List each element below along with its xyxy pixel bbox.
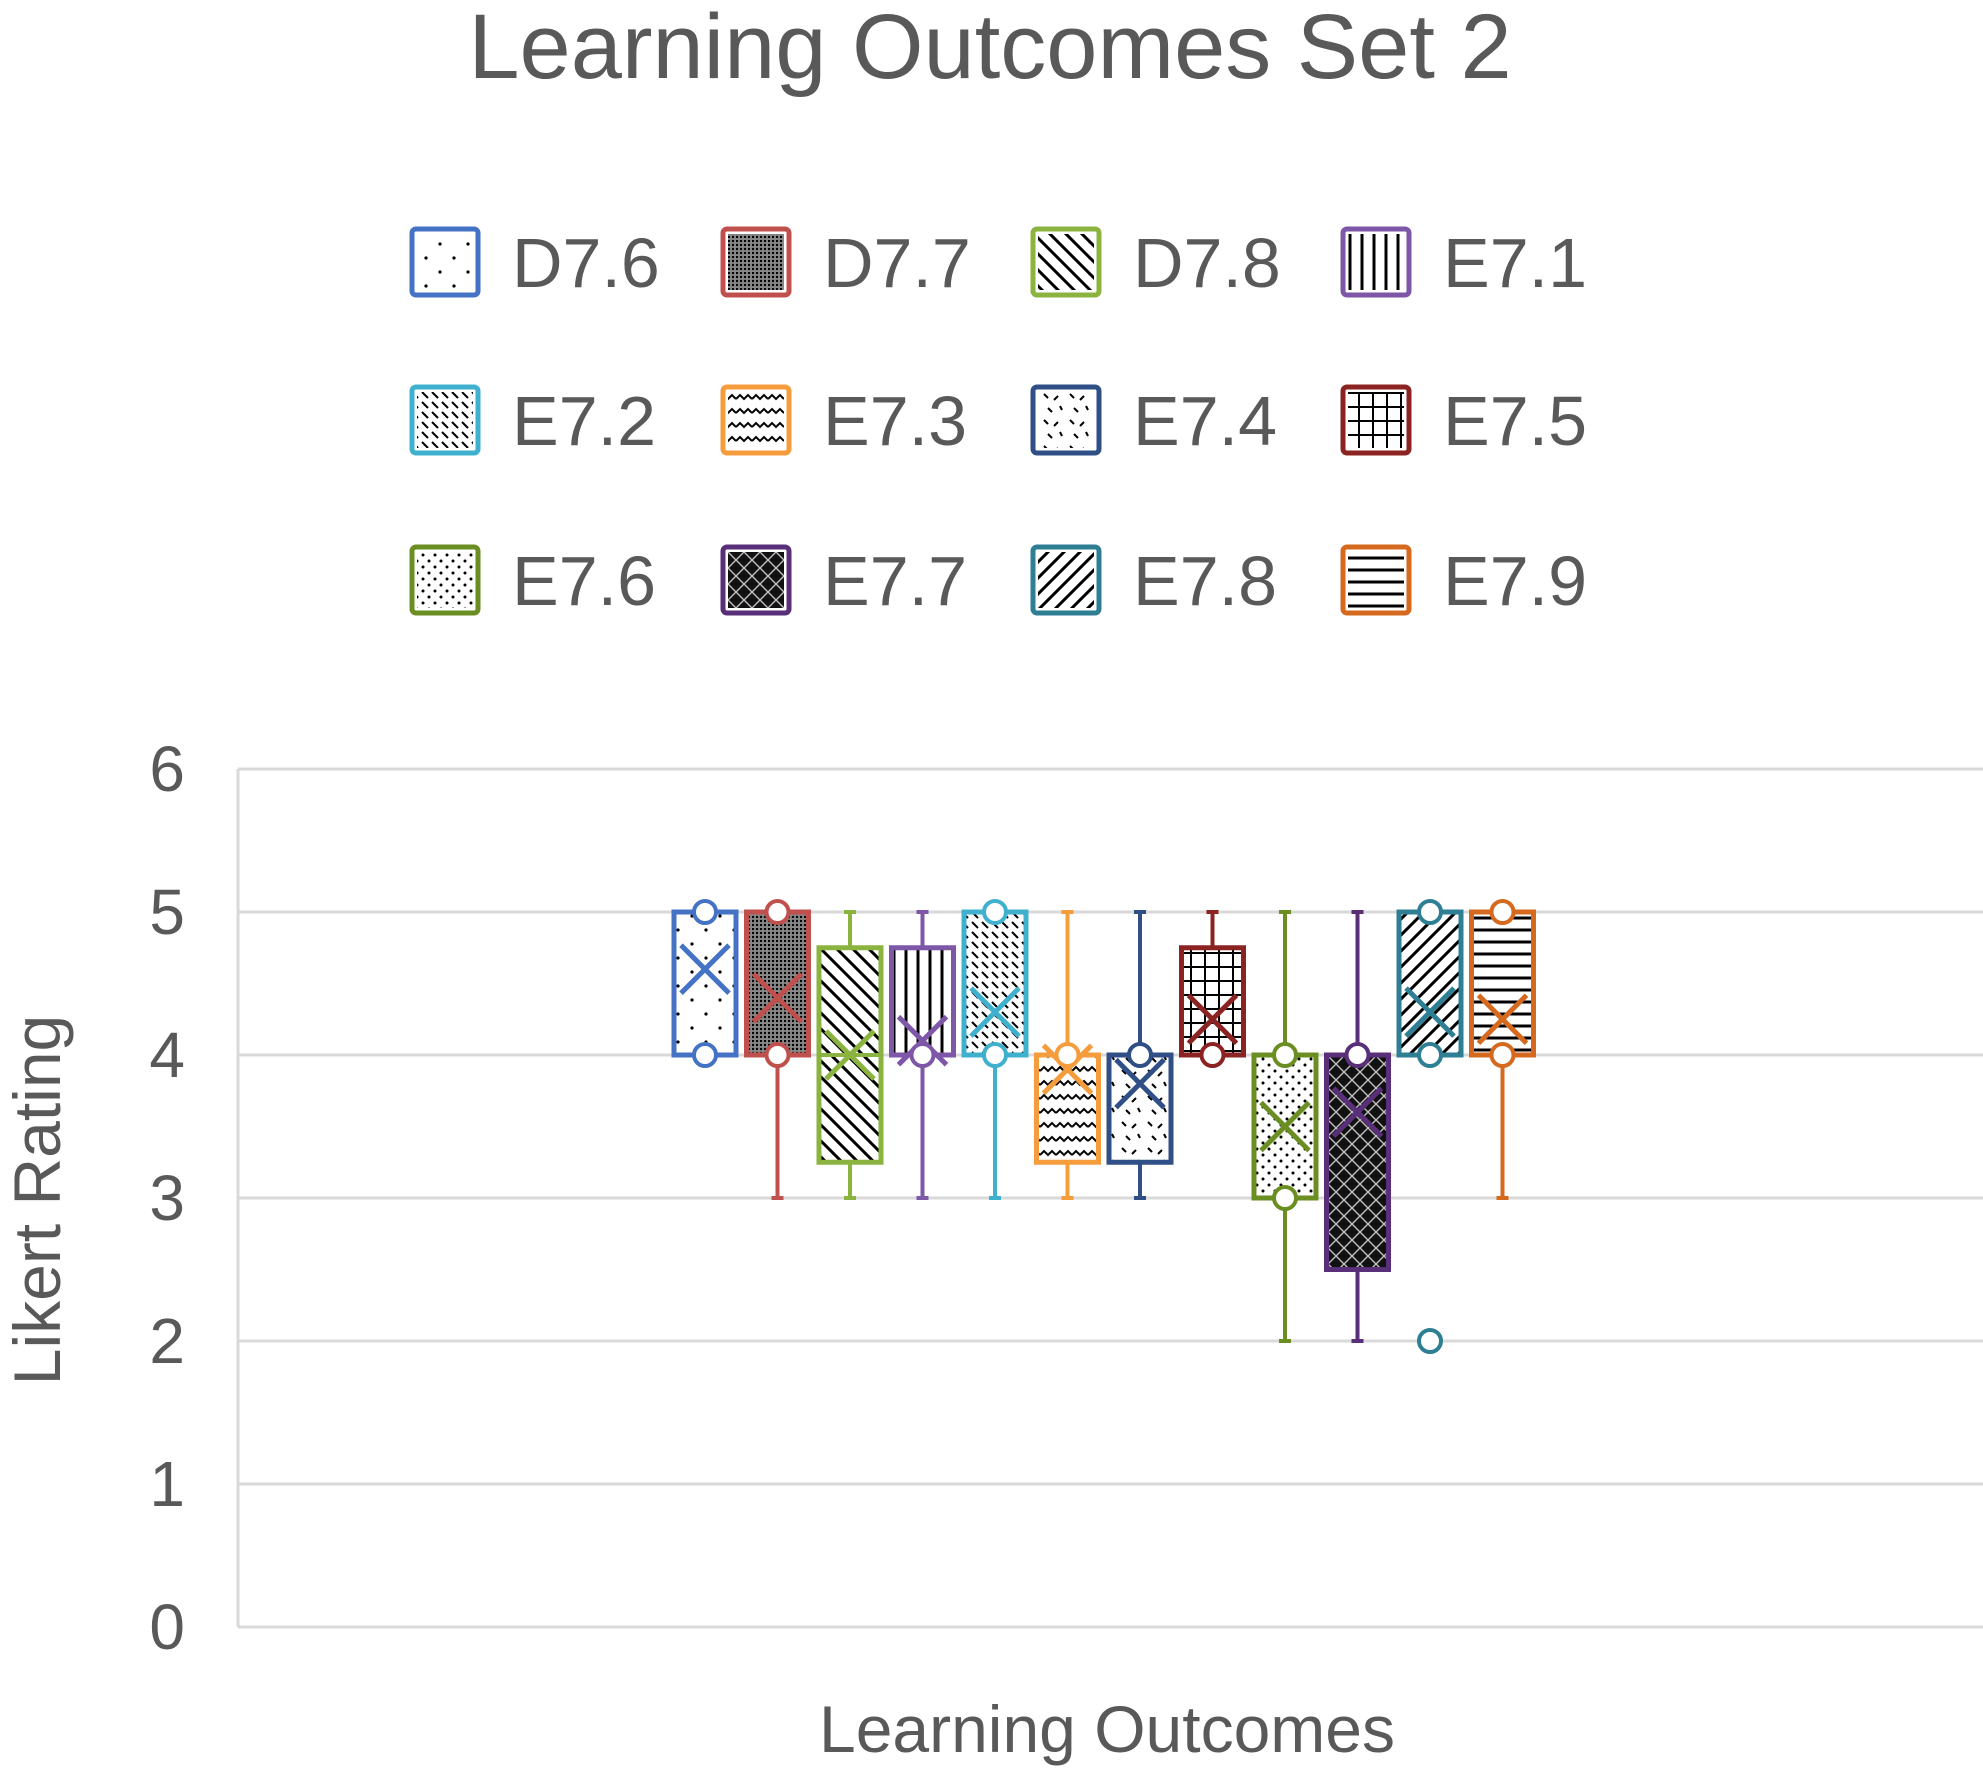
box-body	[1034, 1052, 1101, 1165]
y-tick-label: 4	[149, 1019, 185, 1091]
chart-title: Learning Outcomes Set 2	[468, 0, 1511, 98]
legend-swatch-pattern	[417, 392, 473, 448]
mean-marker	[896, 1014, 949, 1067]
legend-swatch-pattern	[417, 234, 473, 290]
legend: D7.6 D7.7 D7.8 E7.1 E7.2 E7.3 E7.4 E7.5 E7.6 E7.7…	[409, 224, 1587, 620]
data-point	[1199, 1042, 1226, 1068]
data-point	[1489, 1042, 1516, 1068]
data-point	[764, 899, 791, 925]
mean-marker	[679, 943, 731, 995]
data-point	[692, 899, 718, 925]
data-point	[1417, 899, 1443, 925]
legend-item: E7.3	[720, 382, 967, 460]
data-point	[1489, 899, 1516, 925]
box-body	[1469, 909, 1536, 1058]
box-E7.6	[1251, 910, 1319, 1343]
box-body	[671, 909, 739, 1058]
outlier-point	[1417, 1328, 1443, 1354]
data-point	[982, 899, 1008, 925]
legend-swatch-pattern	[417, 552, 473, 608]
mean-marker	[969, 986, 1021, 1038]
data-point	[909, 1042, 936, 1068]
legend-swatch-pattern	[1348, 234, 1404, 290]
box-E7.9	[1469, 899, 1536, 1200]
box-E7.7	[1324, 910, 1391, 1343]
legend-label: D7.6	[512, 224, 660, 302]
data-point	[1417, 1042, 1443, 1068]
mean-marker	[1331, 1086, 1384, 1138]
box-series	[671, 899, 1536, 1354]
legend-item: E7.6	[409, 542, 656, 620]
box-E7.2	[961, 899, 1029, 1200]
data-point	[1272, 1042, 1298, 1068]
y-tick-label: 5	[149, 876, 185, 948]
box-E7.1	[889, 910, 956, 1200]
legend-item: E7.8	[1030, 542, 1277, 620]
legend-label: D7.8	[1133, 224, 1281, 302]
legend-item: E7.5	[1340, 382, 1587, 460]
legend-swatch-pattern	[1348, 392, 1404, 448]
y-tick-label: 3	[149, 1162, 185, 1234]
legend-item: E7.2	[409, 382, 656, 460]
legend-label: E7.9	[1443, 542, 1587, 620]
y-tick-label: 0	[149, 1591, 185, 1663]
mean-marker	[1114, 1057, 1166, 1110]
legend-item: E7.1	[1340, 224, 1587, 302]
box-D7.6	[671, 899, 739, 1068]
legend-label: E7.1	[1443, 224, 1587, 302]
legend-swatch-pattern	[1038, 392, 1094, 448]
mean-marker	[1259, 1100, 1311, 1153]
box-E7.4	[1106, 910, 1174, 1200]
box-D7.7	[744, 899, 811, 1200]
data-point	[982, 1042, 1008, 1068]
data-point	[1272, 1185, 1298, 1211]
legend-swatch-pattern	[1038, 552, 1094, 608]
mean-marker	[1186, 993, 1239, 1046]
legend-swatch-pattern	[1038, 234, 1094, 290]
y-axis-tick-labels: 0 1 2 3 4 5 6	[149, 733, 185, 1663]
legend-item: D7.6	[409, 224, 660, 302]
legend-swatch-pattern	[728, 234, 784, 290]
legend-swatch-pattern	[1348, 552, 1404, 608]
mean-marker	[824, 1029, 876, 1081]
mean-marker	[1041, 1043, 1094, 1096]
legend-item: D7.8	[1030, 224, 1281, 302]
data-point	[1054, 1042, 1081, 1068]
legend-label: E7.2	[512, 382, 656, 460]
box-E7.5	[1179, 910, 1246, 1068]
mean-marker	[751, 972, 804, 1024]
legend-swatch-pattern	[728, 392, 784, 448]
y-tick-label: 1	[149, 1448, 185, 1520]
box-body	[889, 945, 956, 1058]
box-E7.3	[1034, 910, 1101, 1200]
legend-swatch-pattern	[728, 552, 784, 608]
mean-marker	[1404, 986, 1456, 1038]
y-tick-label: 6	[149, 733, 185, 805]
legend-item: E7.4	[1030, 382, 1277, 460]
gridlines	[236, 767, 1983, 1629]
legend-label: E7.5	[1443, 382, 1587, 460]
legend-label: E7.8	[1133, 542, 1277, 620]
legend-item: E7.7	[720, 542, 967, 620]
box-D7.8	[816, 910, 884, 1200]
data-point	[764, 1042, 791, 1068]
data-point	[692, 1042, 718, 1068]
data-point	[1127, 1042, 1153, 1068]
mean-marker	[1476, 993, 1529, 1046]
legend-item: E7.9	[1340, 542, 1587, 620]
data-point	[1344, 1042, 1371, 1068]
box-E7.8	[1396, 899, 1464, 1354]
legend-label: E7.4	[1133, 382, 1277, 460]
box-body	[744, 909, 811, 1058]
legend-label: E7.7	[823, 542, 967, 620]
x-axis-title: Learning Outcomes	[819, 1692, 1395, 1766]
y-axis-title: Likert Rating	[0, 1015, 74, 1386]
legend-label: E7.6	[512, 542, 656, 620]
legend-label: D7.7	[823, 224, 971, 302]
legend-item: D7.7	[720, 224, 971, 302]
legend-label: E7.3	[823, 382, 967, 460]
y-tick-label: 2	[149, 1305, 185, 1377]
